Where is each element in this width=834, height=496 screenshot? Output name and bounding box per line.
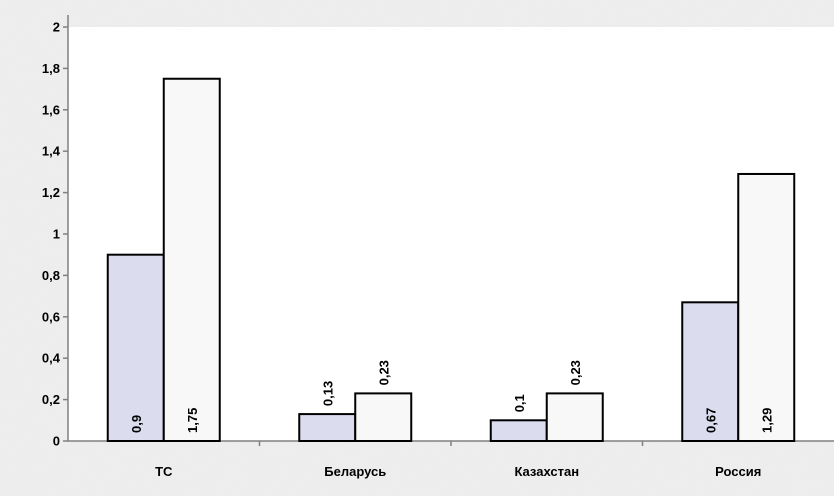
bar xyxy=(489,419,548,442)
data-label: 0,23 xyxy=(376,360,391,385)
y-tick-label: 0,2 xyxy=(42,392,60,407)
bar xyxy=(545,392,604,443)
bar xyxy=(737,172,796,442)
data-label: 0,9 xyxy=(129,415,144,433)
data-label: 0,67 xyxy=(703,408,718,433)
x-category-label: Россия xyxy=(715,464,761,479)
y-tick-label: 1,2 xyxy=(42,185,60,200)
data-label: 1,75 xyxy=(185,408,200,433)
y-tick-label: 1,6 xyxy=(42,102,60,117)
y-tick-label: 1 xyxy=(53,227,60,242)
data-label: 0,1 xyxy=(512,394,527,412)
y-tick-label: 0,4 xyxy=(42,351,61,366)
y-tick-label: 1,4 xyxy=(42,144,61,159)
y-tick-label: 2 xyxy=(53,20,60,35)
bar xyxy=(106,253,165,442)
bar xyxy=(162,77,221,442)
data-label: 1,29 xyxy=(759,408,774,433)
y-tick-label: 1,8 xyxy=(42,61,60,76)
x-category-label: Казахстан xyxy=(514,464,579,479)
y-tick-label: 0,8 xyxy=(42,268,60,283)
chart-marks: 0 0,2 0,4 0,6 0,8 1 1,2 1,4 1,6 1,8 2 ТС 0,9 1,75 Бела… xyxy=(42,15,834,479)
data-label: 0,23 xyxy=(568,360,583,385)
y-tick-label: 0 xyxy=(53,434,60,449)
x-category-label: Беларусь xyxy=(324,464,386,479)
y-tick-label: 0,6 xyxy=(42,309,60,324)
bar xyxy=(298,413,357,442)
bar xyxy=(354,392,413,443)
data-label: 0,13 xyxy=(320,381,335,406)
x-category-label: ТС xyxy=(155,464,173,479)
